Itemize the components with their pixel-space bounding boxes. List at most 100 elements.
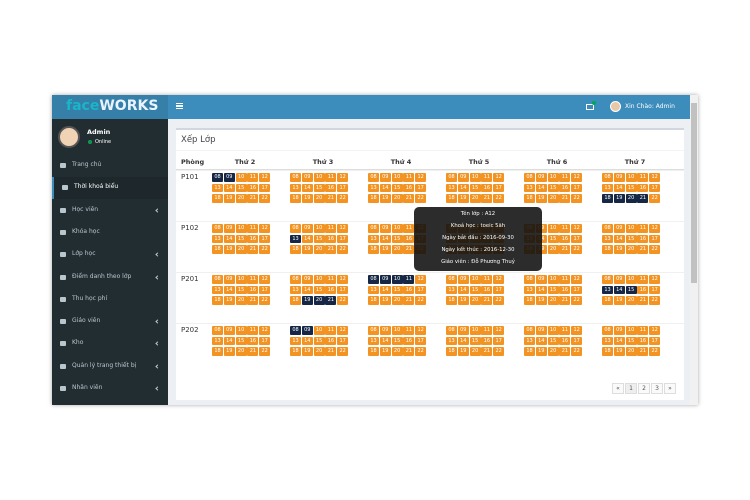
free-slot[interactable]: 22	[259, 347, 271, 356]
free-slot[interactable]: 19	[457, 347, 469, 356]
free-slot[interactable]: 14	[379, 234, 391, 243]
free-slot[interactable]: 15	[547, 336, 559, 345]
menu-toggle[interactable]	[176, 103, 183, 109]
menu-item[interactable]: Thu học phí	[52, 289, 168, 311]
page-button[interactable]: »	[664, 383, 676, 394]
free-slot[interactable]: 09	[613, 173, 625, 182]
free-slot[interactable]: 15	[547, 285, 559, 294]
free-slot[interactable]: 20	[469, 194, 481, 203]
free-slot[interactable]: 08	[602, 173, 613, 182]
free-slot[interactable]: 22	[337, 347, 349, 356]
free-slot[interactable]: 19	[223, 347, 235, 356]
free-slot[interactable]: 20	[547, 296, 559, 305]
free-slot[interactable]: 15	[469, 183, 481, 192]
free-slot[interactable]: 16	[325, 183, 337, 192]
free-slot[interactable]: 13	[602, 234, 613, 243]
free-slot[interactable]: 15	[391, 285, 403, 294]
free-slot[interactable]: 08	[368, 173, 379, 182]
free-slot[interactable]: 11	[325, 173, 337, 182]
free-slot[interactable]: 14	[301, 234, 313, 243]
booked-slot[interactable]: 11	[403, 275, 415, 284]
free-slot[interactable]: 17	[259, 285, 271, 294]
free-slot[interactable]: 09	[535, 275, 547, 284]
free-slot[interactable]: 17	[259, 336, 271, 345]
free-slot[interactable]: 11	[247, 275, 259, 284]
free-slot[interactable]: 13	[290, 285, 301, 294]
free-slot[interactable]: 08	[212, 224, 223, 233]
free-slot[interactable]: 09	[223, 275, 235, 284]
free-slot[interactable]: 15	[547, 234, 559, 243]
free-slot[interactable]: 19	[613, 245, 625, 254]
free-slot[interactable]: 17	[337, 183, 349, 192]
booked-slot[interactable]: 15	[625, 285, 637, 294]
free-slot[interactable]: 21	[559, 245, 571, 254]
free-slot[interactable]: 19	[379, 347, 391, 356]
free-slot[interactable]: 10	[625, 224, 637, 233]
free-slot[interactable]: 09	[223, 326, 235, 335]
free-slot[interactable]: 11	[403, 173, 415, 182]
free-slot[interactable]: 15	[625, 234, 637, 243]
free-slot[interactable]: 18	[524, 347, 535, 356]
free-slot[interactable]: 09	[301, 173, 313, 182]
free-slot[interactable]: 20	[625, 296, 637, 305]
free-slot[interactable]: 11	[325, 224, 337, 233]
free-slot[interactable]: 21	[325, 194, 337, 203]
free-slot[interactable]: 22	[415, 296, 427, 305]
free-slot[interactable]: 09	[613, 275, 625, 284]
free-slot[interactable]: 20	[235, 194, 247, 203]
free-slot[interactable]: 08	[524, 173, 535, 182]
free-slot[interactable]: 17	[649, 234, 661, 243]
free-slot[interactable]: 22	[571, 296, 583, 305]
free-slot[interactable]: 22	[259, 194, 271, 203]
free-slot[interactable]: 10	[547, 224, 559, 233]
free-slot[interactable]: 15	[547, 183, 559, 192]
free-slot[interactable]: 16	[559, 336, 571, 345]
free-slot[interactable]: 11	[637, 275, 649, 284]
free-slot[interactable]: 20	[313, 245, 325, 254]
free-slot[interactable]: 12	[337, 275, 349, 284]
free-slot[interactable]: 16	[247, 285, 259, 294]
free-slot[interactable]: 13	[446, 285, 457, 294]
free-slot[interactable]: 22	[649, 245, 661, 254]
free-slot[interactable]: 10	[625, 173, 637, 182]
free-slot[interactable]: 14	[613, 183, 625, 192]
free-slot[interactable]: 11	[559, 326, 571, 335]
free-slot[interactable]: 15	[469, 336, 481, 345]
free-slot[interactable]: 20	[469, 347, 481, 356]
free-slot[interactable]: 14	[535, 183, 547, 192]
free-slot[interactable]: 08	[446, 326, 457, 335]
free-slot[interactable]: 22	[415, 194, 427, 203]
menu-item[interactable]: Lớp học	[52, 244, 168, 266]
menu-item[interactable]: Khóa học	[52, 222, 168, 244]
free-slot[interactable]: 10	[625, 326, 637, 335]
booked-slot[interactable]: 19	[613, 194, 625, 203]
free-slot[interactable]: 18	[212, 194, 223, 203]
free-slot[interactable]: 18	[524, 194, 535, 203]
free-slot[interactable]: 17	[493, 183, 505, 192]
free-slot[interactable]: 16	[247, 336, 259, 345]
free-slot[interactable]: 18	[368, 347, 379, 356]
free-slot[interactable]: 17	[649, 183, 661, 192]
free-slot[interactable]: 12	[259, 224, 271, 233]
free-slot[interactable]: 21	[403, 245, 415, 254]
free-slot[interactable]: 10	[469, 275, 481, 284]
free-slot[interactable]: 14	[223, 234, 235, 243]
free-slot[interactable]: 09	[379, 224, 391, 233]
free-slot[interactable]: 19	[379, 194, 391, 203]
free-slot[interactable]: 16	[559, 234, 571, 243]
free-slot[interactable]: 21	[403, 194, 415, 203]
free-slot[interactable]: 12	[259, 326, 271, 335]
free-slot[interactable]: 14	[457, 183, 469, 192]
free-slot[interactable]: 21	[559, 296, 571, 305]
free-slot[interactable]: 16	[637, 336, 649, 345]
free-slot[interactable]: 11	[559, 275, 571, 284]
free-slot[interactable]: 11	[325, 326, 337, 335]
free-slot[interactable]: 14	[301, 183, 313, 192]
free-slot[interactable]: 17	[493, 285, 505, 294]
free-slot[interactable]: 11	[559, 224, 571, 233]
free-slot[interactable]: 21	[403, 347, 415, 356]
free-slot[interactable]: 19	[301, 347, 313, 356]
free-slot[interactable]: 09	[457, 173, 469, 182]
free-slot[interactable]: 10	[235, 173, 247, 182]
free-slot[interactable]: 13	[524, 285, 535, 294]
